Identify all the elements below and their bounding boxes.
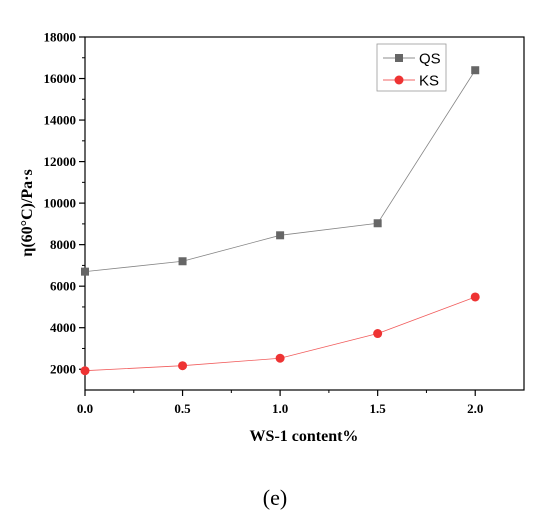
x-axis: 0.0 0.5 1.0 1.5 2.0 — [77, 390, 483, 416]
x-tick-label: 1.5 — [370, 401, 387, 416]
x-tick-label: 2.0 — [467, 401, 483, 416]
y-tick-label: 2000 — [50, 362, 76, 377]
data-point-qs — [81, 267, 89, 276]
figure-caption: (e) — [262, 485, 288, 510]
y-tick-label: 8000 — [50, 237, 76, 252]
x-tick-label: 0.5 — [174, 401, 191, 416]
legend-label-qs: QS — [419, 51, 441, 68]
plot-area — [84, 36, 525, 391]
x-axis-title: WS-1 content% — [250, 428, 359, 445]
y-tick-label: 10000 — [44, 196, 77, 211]
x-tick-label: 0.0 — [77, 401, 93, 416]
legend-marker-qs — [395, 54, 403, 62]
series-layer — [80, 66, 480, 376]
data-point-ks — [80, 366, 90, 376]
y-tick-label: 12000 — [44, 154, 77, 169]
data-point-qs — [178, 257, 187, 266]
legend-box — [376, 43, 447, 92]
y-axis: 2000 4000 6000 8000 10000 12000 14000 16000 1800… — [44, 30, 85, 377]
legend-label-ks: KS — [419, 73, 439, 90]
legend: QS KS — [376, 43, 447, 92]
y-axis-title: η(60°C)/Pa·s — [19, 169, 36, 256]
data-point-ks — [373, 329, 383, 339]
data-point-qs — [373, 219, 382, 228]
y-tick-label: 6000 — [50, 279, 76, 294]
data-point-ks — [178, 361, 188, 371]
series-line-qs — [84, 70, 476, 273]
y-tick-label: 14000 — [44, 113, 77, 128]
data-point-qs — [471, 66, 480, 75]
x-tick-label: 1.0 — [272, 401, 288, 416]
data-point-qs — [276, 231, 285, 240]
y-tick-label: 16000 — [44, 71, 77, 86]
legend-marker-ks — [394, 75, 404, 85]
data-point-ks — [275, 353, 285, 363]
y-tick-label: 4000 — [50, 320, 76, 335]
data-point-ks — [470, 292, 480, 302]
y-tick-label: 18000 — [44, 30, 77, 45]
